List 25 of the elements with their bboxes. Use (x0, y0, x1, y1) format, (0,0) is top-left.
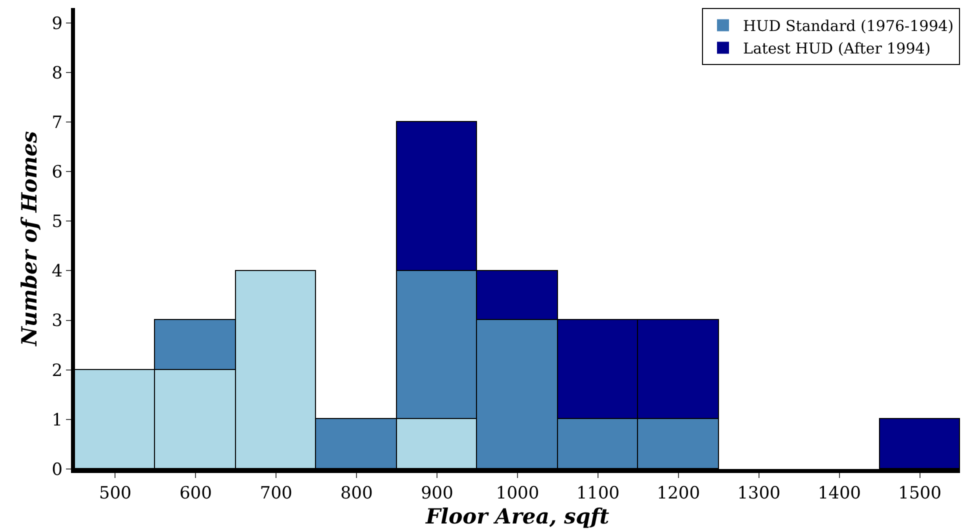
y-tick-label: 0 (52, 460, 63, 480)
y-tick-label: 1 (52, 410, 63, 430)
x-tick-label: 500 (99, 483, 132, 504)
x-tick-label: 900 (420, 483, 454, 504)
x-tick-label: 700 (260, 483, 292, 504)
y-tick-label: 7 (52, 112, 63, 133)
x-axis-title: Floor Area, sqft (424, 503, 610, 528)
legend-label: Latest HUD (After 1994) (743, 40, 931, 58)
x-tick-label: 1200 (656, 483, 700, 504)
x-tick-label: 800 (340, 483, 373, 504)
y-tick-label: 9 (52, 14, 63, 34)
y-tick-label: 8 (52, 63, 63, 84)
x-tick-label: 1400 (818, 483, 861, 504)
y-axis-title: Number of Homes (16, 130, 42, 347)
x-tick-label: 1100 (576, 483, 620, 504)
legend-label: HUD Standard (1976-1994) (743, 17, 954, 36)
y-tick-label: 2 (52, 360, 63, 381)
x-tick-label: 1000 (496, 483, 540, 504)
x-tick-label: 1300 (737, 483, 780, 504)
y-tick-label: 3 (52, 311, 63, 332)
x-tick-label: 600 (179, 483, 212, 504)
x-tick-label: 1500 (898, 483, 942, 504)
y-tick-label: 4 (52, 262, 63, 282)
y-tick-label: 5 (52, 212, 63, 232)
y-tick-label: 6 (52, 162, 63, 183)
